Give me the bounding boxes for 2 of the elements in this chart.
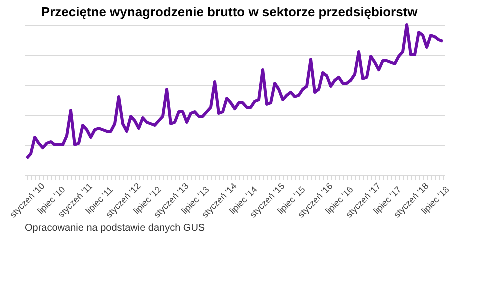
chart-title: Przeciętne wynagrodzenie brutto w sektorze przedsiębiorstw: [41, 4, 419, 20]
text: Opracowanie na podstawie danych GUS: [25, 223, 206, 234]
